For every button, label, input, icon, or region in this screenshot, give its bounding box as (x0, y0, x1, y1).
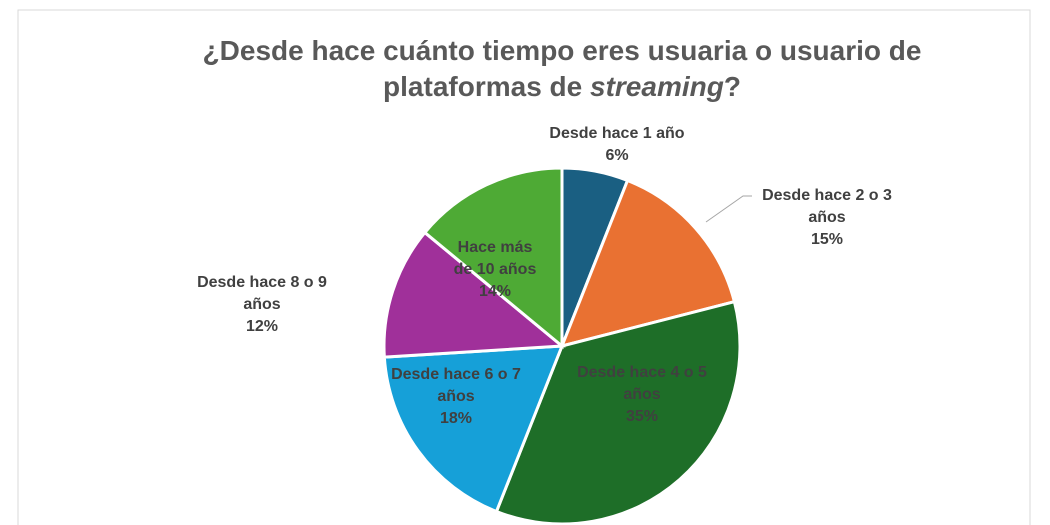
data-label: Hace más de 10 años 14% (450, 237, 540, 303)
data-label: Desde hace 4 o 5 años 35% (567, 362, 717, 428)
category-label: Hace más de 10 años (453, 239, 537, 278)
pie-slice (382, 344, 565, 514)
category-label: Desde hace 2 o 3 años (762, 187, 892, 226)
category-label: Desde hace 4 o 5 años (577, 364, 707, 403)
value-label: 35% (625, 408, 659, 425)
category-label: Desde hace 1 año (549, 125, 685, 142)
chart-title: plataformas de streaming? (383, 71, 741, 102)
pie-slice (494, 299, 742, 525)
value-label: 12% (245, 318, 279, 335)
pie-slice (559, 178, 737, 349)
data-label: Desde hace 8 o 9 años 12% (177, 272, 347, 338)
value-label: 6% (605, 147, 629, 164)
data-label: Desde hace 1 año 6% (517, 123, 717, 167)
category-label: Desde hace 8 o 9 años (197, 274, 327, 313)
chart-frame (17, 9, 1031, 525)
chart-title: ¿Desde hace cuánto tiempo eres usuaria o… (203, 35, 922, 66)
pie-slice (422, 166, 564, 350)
value-label: 15% (810, 231, 844, 248)
value-label: 18% (439, 410, 473, 427)
data-label: Desde hace 6 o 7 años 18% (381, 364, 531, 430)
title-part: streaming (590, 71, 724, 102)
title-part: plataformas de (383, 71, 590, 102)
pie-slice (382, 230, 566, 359)
data-label: Desde hace 2 o 3 años 15% (742, 185, 912, 251)
leader-line (705, 195, 752, 223)
category-label: Desde hace 6 o 7 años (391, 366, 521, 405)
value-label: 14% (478, 283, 512, 300)
title-part: ? (724, 71, 741, 102)
